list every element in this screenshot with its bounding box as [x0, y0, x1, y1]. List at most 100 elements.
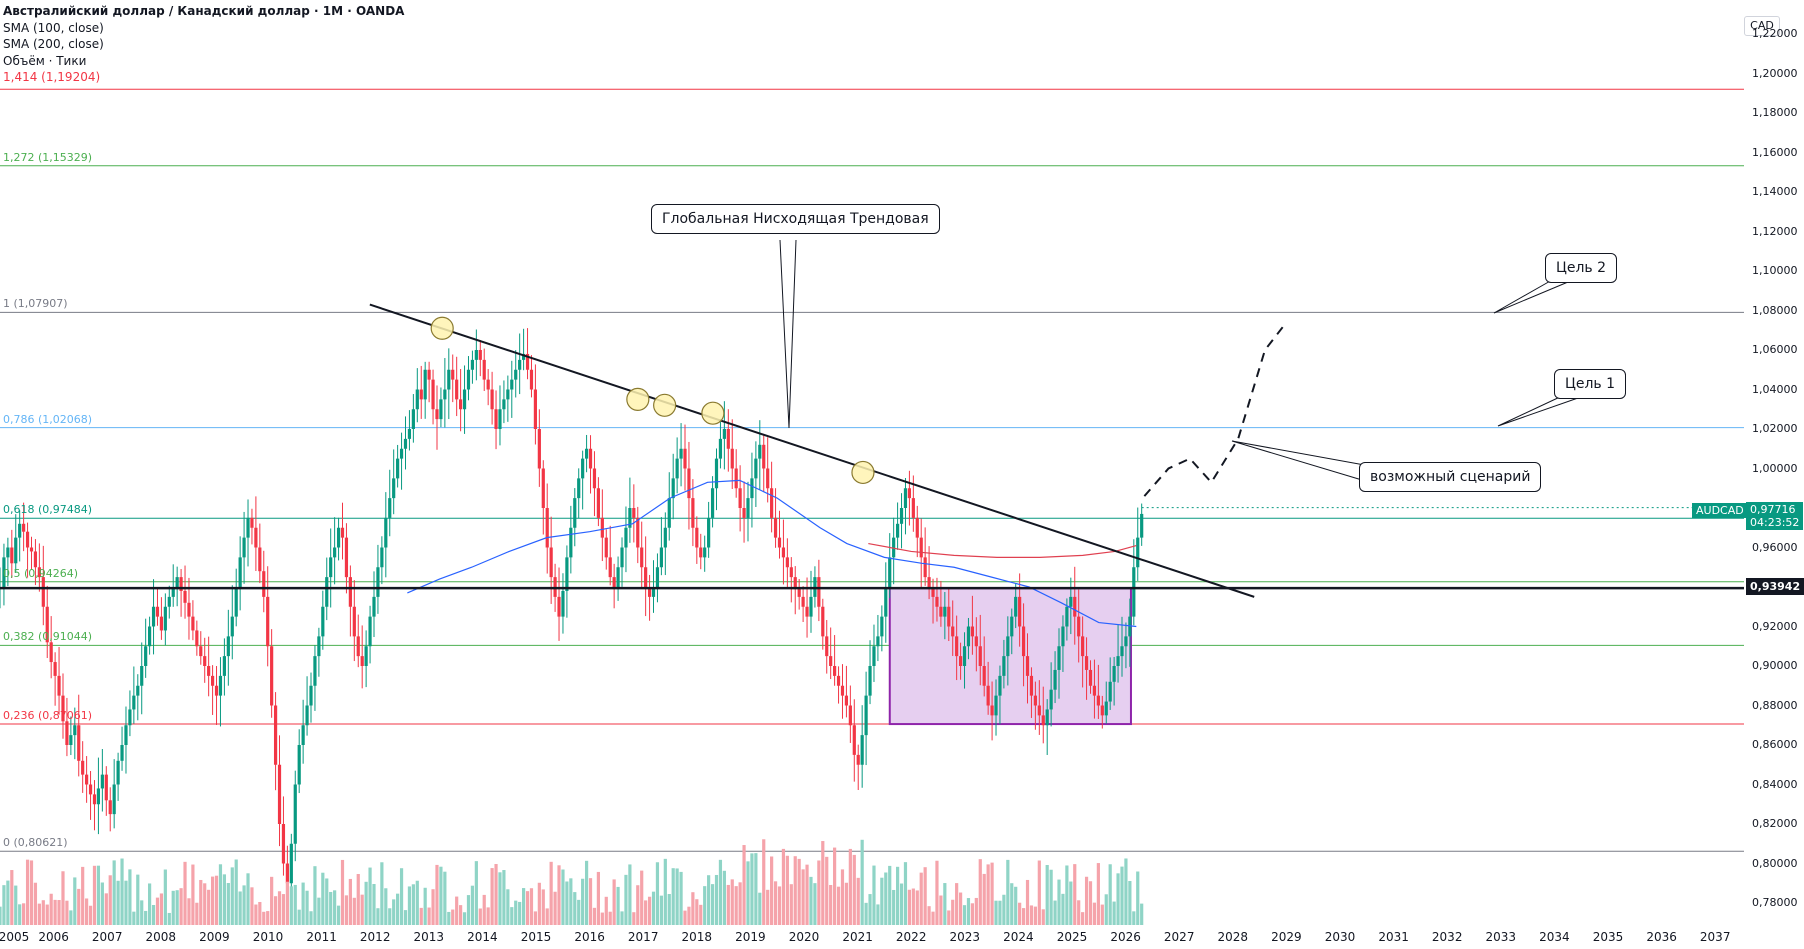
volume-bar — [128, 869, 131, 925]
candle-body — [695, 528, 698, 548]
volume-bar — [668, 894, 671, 925]
price-tick-label: 1,12000 — [1752, 225, 1798, 238]
candle-body — [581, 459, 584, 479]
year-tick-label: 2015 — [521, 930, 552, 944]
volume-bar — [183, 862, 186, 925]
volume-bar — [302, 883, 305, 925]
volume-bar — [719, 860, 722, 925]
touch-point-marker[interactable] — [654, 394, 676, 416]
candle-body — [85, 775, 88, 785]
candle-body — [168, 597, 171, 607]
volume-bar — [841, 869, 844, 925]
volume-bar — [589, 878, 592, 925]
volume-bar — [778, 886, 781, 925]
candle-body — [908, 488, 911, 498]
volume-bar — [65, 901, 68, 925]
volume-bar — [1046, 865, 1049, 925]
price-tick-label: 1,20000 — [1752, 67, 1798, 80]
volume-bar — [538, 883, 541, 925]
volume-bar — [2, 885, 5, 925]
target1-callout[interactable]: Цель 1 — [1554, 369, 1626, 399]
candle-body — [140, 666, 143, 686]
touch-point-marker[interactable] — [852, 461, 874, 483]
year-tick-label: 2030 — [1325, 930, 1356, 944]
volume-bar — [1010, 883, 1013, 925]
volume-bar — [321, 873, 324, 925]
volume-bar — [943, 883, 946, 925]
candle-body — [904, 488, 907, 508]
candle-body — [983, 666, 986, 686]
price-tick-label: 0,90000 — [1752, 659, 1798, 672]
volume-bar — [1120, 867, 1123, 925]
fib-level-label: 1 (1,07907) — [3, 297, 68, 310]
candle-body — [176, 577, 179, 587]
touch-point-marker[interactable] — [431, 317, 453, 339]
volume-bar — [1132, 911, 1135, 925]
candle-body — [660, 548, 663, 568]
volume-bar — [514, 901, 517, 925]
volume-bar — [1116, 873, 1119, 925]
candle-body — [156, 607, 159, 617]
price-tick-label: 1,06000 — [1752, 343, 1798, 356]
volume-bar — [494, 864, 497, 925]
volume-bar — [715, 875, 718, 925]
candle-body — [286, 864, 289, 884]
volume-bar — [632, 912, 635, 925]
volume-bar — [223, 874, 226, 925]
candle-body — [239, 557, 242, 587]
volume-bar — [664, 859, 667, 925]
volume-bar — [172, 891, 175, 925]
candle-body — [1085, 656, 1088, 670]
volume-bar — [742, 845, 745, 925]
candle-body — [1124, 636, 1127, 646]
volume-bar — [152, 905, 155, 925]
candle-body — [880, 617, 883, 637]
candle-body — [987, 686, 990, 706]
candle-body — [975, 636, 978, 646]
candle-body — [117, 761, 120, 785]
candle-body — [400, 449, 403, 459]
volume-bar — [77, 889, 80, 925]
volume-bar — [239, 891, 242, 925]
candle-body — [380, 548, 383, 568]
volume-bar — [191, 865, 194, 925]
volume-bar — [26, 860, 29, 925]
volume-bar — [491, 868, 494, 925]
scenario-path[interactable] — [1144, 322, 1286, 496]
volume-bar — [54, 900, 57, 925]
year-tick-label: 2028 — [1218, 930, 1249, 944]
target2-callout[interactable]: Цель 2 — [1545, 253, 1617, 283]
volume-bar — [825, 857, 828, 925]
volume-bar — [384, 888, 387, 925]
price-axis[interactable]: 1,22000 1,20000 1,18000 1,16000 1,14000 1,120… — [1744, 0, 1804, 949]
candle-body — [542, 469, 545, 509]
candle-body — [943, 607, 946, 617]
candle-body — [160, 617, 163, 631]
candle-body — [703, 548, 706, 558]
candle-body — [372, 597, 375, 617]
candle-body — [876, 636, 879, 646]
year-tick-label: 2011 — [306, 930, 337, 944]
volume-bar — [683, 911, 686, 925]
year-tick-label: 2029 — [1271, 930, 1302, 944]
volume-bar — [160, 893, 163, 925]
volume-bar — [790, 884, 793, 925]
candle-body — [825, 636, 828, 656]
candle-body — [947, 607, 950, 627]
scenario-callout[interactable]: возможный сценарий — [1359, 462, 1541, 492]
volume-bar — [1089, 881, 1092, 925]
touch-point-marker[interactable] — [627, 388, 649, 410]
volume-bar — [487, 907, 490, 925]
descending-trendline[interactable] — [370, 305, 1254, 597]
volume-bar — [805, 865, 808, 925]
candle-body — [26, 532, 29, 548]
candle-body — [1053, 670, 1056, 690]
volume-bar — [534, 911, 537, 925]
touch-point-marker[interactable] — [702, 402, 724, 424]
trendline-callout[interactable]: Глобальная Нисходящая Трендовая — [651, 204, 940, 234]
candle-body — [408, 429, 411, 439]
last-price: 0,97716 — [1750, 503, 1799, 516]
volume-bar — [266, 911, 269, 925]
year-tick-label: 2033 — [1486, 930, 1517, 944]
candle-body — [109, 800, 112, 814]
